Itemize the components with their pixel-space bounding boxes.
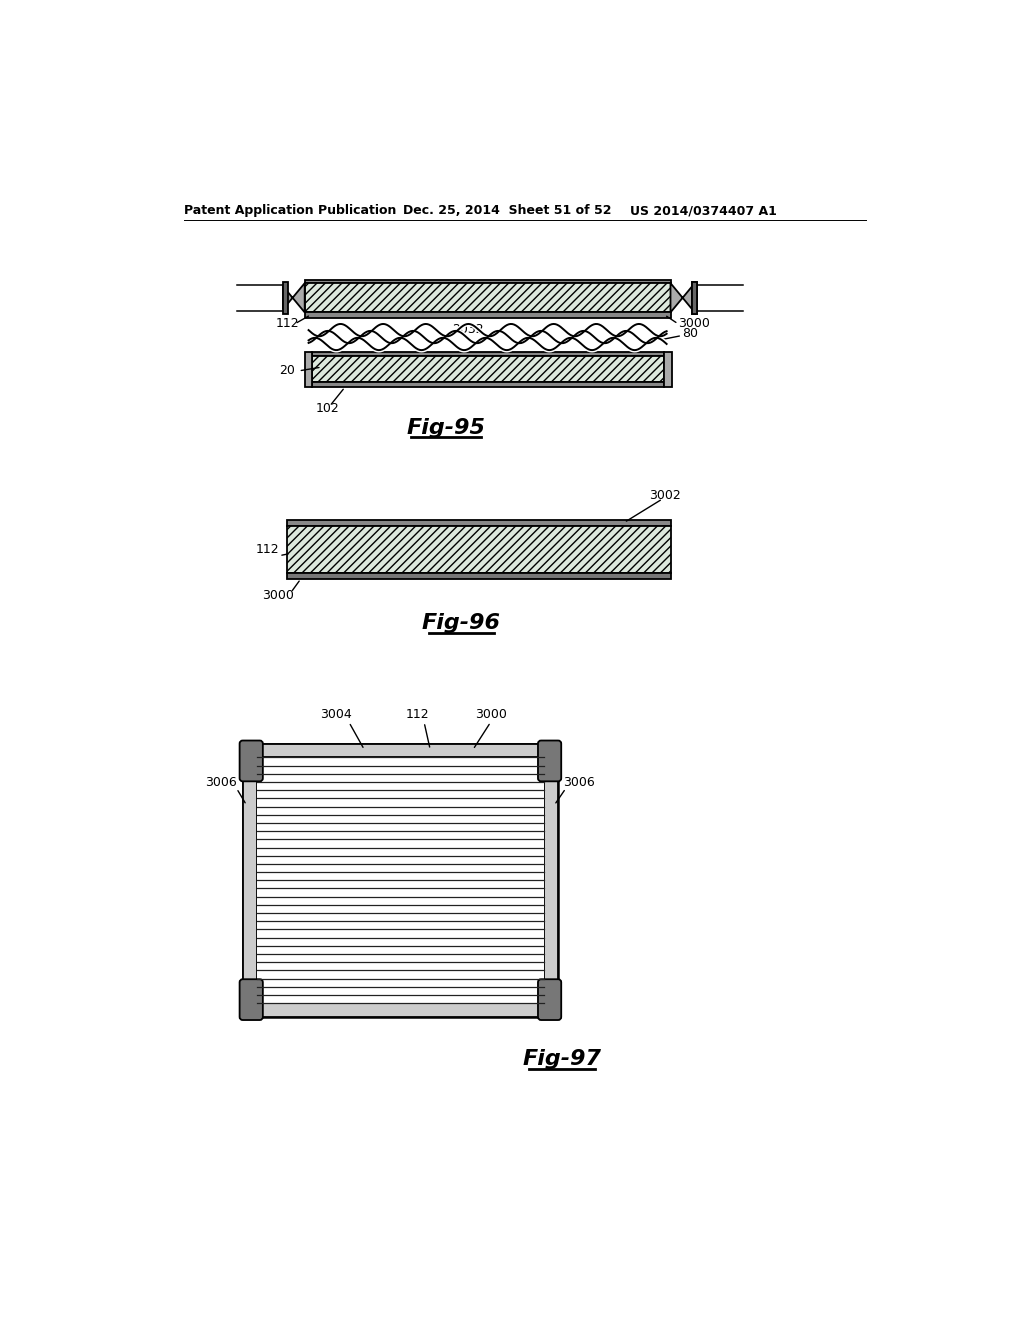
Bar: [312, 352, 665, 355]
Text: 3000: 3000: [678, 317, 710, 330]
Text: Fig-96: Fig-96: [422, 614, 501, 634]
Polygon shape: [283, 284, 305, 313]
Text: US 2014/0374407 A1: US 2014/0374407 A1: [630, 205, 777, 218]
FancyBboxPatch shape: [538, 741, 561, 781]
Text: Dec. 25, 2014  Sheet 51 of 52: Dec. 25, 2014 Sheet 51 of 52: [403, 205, 611, 218]
Text: Fig-97: Fig-97: [522, 1049, 601, 1069]
Bar: [243, 779, 257, 982]
Text: Fig-95: Fig-95: [407, 418, 485, 438]
Text: 2032: 2032: [452, 323, 483, 335]
Text: 102: 102: [315, 403, 339, 416]
Bar: [305, 284, 671, 313]
Text: 112: 112: [256, 543, 280, 556]
Text: 112: 112: [406, 708, 429, 721]
Text: 3006: 3006: [563, 776, 595, 788]
Bar: [692, 281, 697, 314]
Bar: [665, 352, 672, 387]
Text: 3000: 3000: [262, 589, 294, 602]
Bar: [260, 743, 541, 758]
FancyBboxPatch shape: [538, 979, 561, 1020]
Bar: [544, 779, 558, 982]
Bar: [312, 381, 665, 387]
Bar: [305, 313, 671, 318]
Bar: [287, 520, 671, 527]
Text: 3002: 3002: [649, 490, 681, 502]
FancyBboxPatch shape: [240, 979, 263, 1020]
Bar: [305, 280, 671, 284]
Text: Patent Application Publication: Patent Application Publication: [183, 205, 396, 218]
Bar: [283, 281, 288, 314]
Text: 3004: 3004: [321, 708, 352, 721]
Bar: [260, 1003, 541, 1016]
Text: 3006: 3006: [206, 776, 238, 788]
Bar: [312, 355, 665, 381]
Text: 80: 80: [682, 327, 698, 341]
Bar: [305, 352, 312, 387]
Polygon shape: [671, 284, 692, 313]
Bar: [287, 573, 671, 578]
Bar: [287, 527, 671, 573]
Bar: [243, 743, 558, 1016]
Text: 3000: 3000: [475, 708, 507, 721]
Bar: [692, 281, 697, 314]
Text: 112: 112: [275, 317, 299, 330]
Text: 20: 20: [280, 363, 295, 376]
FancyBboxPatch shape: [240, 741, 263, 781]
Bar: [257, 758, 544, 1003]
